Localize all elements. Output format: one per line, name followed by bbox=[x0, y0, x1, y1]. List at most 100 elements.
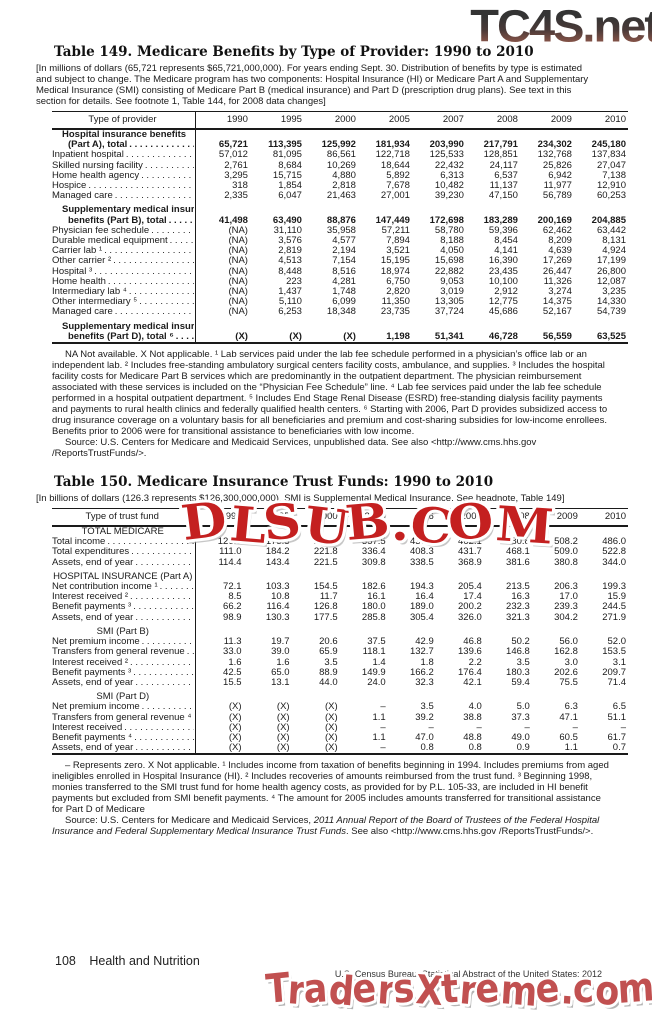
cell-value: 17,199 bbox=[596, 255, 626, 267]
year-column-header: 2008 bbox=[465, 111, 520, 130]
cell-value: 2,335 bbox=[224, 190, 248, 202]
footer-section-title: Health and Nutrition bbox=[89, 954, 200, 968]
cell-value: 4,880 bbox=[332, 169, 356, 181]
cell-value: 37.5 bbox=[367, 636, 386, 648]
cell-value: 61.7 bbox=[607, 731, 627, 743]
cell-value: 13,305 bbox=[434, 296, 464, 308]
cell-value: 508.2 bbox=[554, 536, 578, 548]
cell-value: (NA) bbox=[228, 306, 248, 318]
cell-value: (NA) bbox=[228, 235, 248, 247]
cell-value: 14,330 bbox=[596, 296, 626, 308]
year-column-header: 2007 bbox=[435, 508, 484, 528]
cell-value: 357.5 bbox=[361, 536, 386, 548]
cell-value: 50.2 bbox=[511, 636, 530, 648]
cell-value: 5.0 bbox=[516, 701, 530, 713]
cell-value: (X) bbox=[324, 721, 338, 733]
cell-value: (X) bbox=[276, 721, 290, 733]
cell-value: 88,876 bbox=[326, 214, 356, 226]
table149: Type of provider 1990 1995 2000 2005 2007 2008… bbox=[52, 111, 628, 345]
cell-value: 462.1 bbox=[458, 536, 482, 548]
cell-value: 7,678 bbox=[386, 180, 410, 192]
cell-value: 126.3 bbox=[217, 536, 242, 548]
table-row: Intermediary lab ⁴ (NA) 1,437 1,748 2,820 3,0… bbox=[52, 286, 628, 298]
cell-value: 0.9 bbox=[516, 742, 530, 754]
cell-value: 45,686 bbox=[488, 306, 518, 318]
cell-value: 52,167 bbox=[542, 306, 572, 318]
cell-value: 6,253 bbox=[278, 306, 302, 318]
cell-value: 3.1 bbox=[612, 656, 626, 668]
cell-value: 18,644 bbox=[380, 159, 410, 171]
table149-footnote: NA Not available. X Not applicable. ¹ La… bbox=[52, 349, 608, 438]
row-label: TOTAL MEDICARE bbox=[52, 526, 196, 538]
cell-value: (X) bbox=[276, 711, 290, 723]
cell-value: 143.4 bbox=[265, 556, 290, 568]
cell-value: 15,195 bbox=[380, 255, 410, 267]
cell-value: 35,958 bbox=[326, 224, 356, 236]
cell-value: (X) bbox=[324, 742, 338, 754]
cell-value: 305.4 bbox=[409, 611, 434, 623]
table-row: Total income 126.3 175.3 257.1 357.5 437.0 462… bbox=[52, 536, 628, 548]
cell-value: 7,894 bbox=[386, 235, 410, 247]
cell-value: 56,789 bbox=[542, 190, 572, 202]
cell-value: 3.0 bbox=[564, 656, 578, 668]
cell-value: 23,735 bbox=[380, 306, 410, 318]
cell-value: 3.5 bbox=[420, 701, 434, 713]
cell-value: 42.9 bbox=[415, 636, 434, 648]
table-row: Benefit payments ⁴ (X) (X) (X) 1.1 47.0 48.8 49… bbox=[52, 731, 628, 744]
table-row: Net premium income (X) (X) (X) – 3.5 4.0 5.0 6.3… bbox=[52, 701, 628, 713]
row-label: Assets, end of year bbox=[52, 677, 196, 689]
cell-value: (NA) bbox=[228, 224, 248, 236]
cell-value: 6.3 bbox=[564, 701, 578, 713]
cell-value: 245,180 bbox=[591, 139, 626, 151]
table-row: Hospice 318 1,854 2,818 7,678 10,482 11,137 11,… bbox=[52, 180, 628, 192]
cell-value: 15,715 bbox=[272, 169, 302, 181]
cell-value: 24.0 bbox=[367, 676, 386, 688]
cell-value: 139.6 bbox=[458, 646, 482, 658]
cell-value: 1,437 bbox=[278, 286, 302, 298]
cell-value: – bbox=[428, 721, 434, 733]
cell-value: 2,761 bbox=[224, 159, 248, 171]
cell-value: 153.5 bbox=[602, 646, 626, 658]
cell-value: (X) bbox=[324, 701, 338, 713]
cell-value: 162.8 bbox=[554, 646, 578, 658]
cell-value: 18,974 bbox=[380, 265, 410, 277]
year-column-header: 2005 bbox=[339, 508, 388, 528]
cell-value: (NA) bbox=[228, 255, 248, 267]
row-label: Carrier lab ¹ bbox=[52, 246, 196, 257]
source-text-suffix: . See also <http://www.cms.hhs.gov /Repo… bbox=[345, 826, 594, 838]
cell-value: 59,396 bbox=[488, 224, 518, 236]
cell-value: 6,313 bbox=[440, 169, 464, 181]
cell-value: 39.0 bbox=[271, 646, 290, 658]
spacer-row bbox=[52, 622, 628, 627]
table-row: Managed care 2,335 6,047 21,463 27,001 39,230… bbox=[52, 190, 628, 202]
cell-value: 16.3 bbox=[511, 591, 530, 603]
cell-value: 11.7 bbox=[319, 591, 338, 603]
cell-value: 1.1 bbox=[564, 742, 578, 754]
cell-value: (NA) bbox=[228, 265, 248, 277]
row-label: Inpatient hospital bbox=[52, 150, 196, 161]
cell-value: 17,269 bbox=[542, 255, 572, 267]
cell-value: 23,435 bbox=[488, 265, 518, 277]
cell-value: 8,209 bbox=[548, 235, 572, 247]
table-row: Supplementary medical insurancebenefits … bbox=[52, 321, 628, 344]
cell-value: (X) bbox=[228, 742, 242, 754]
year-column-header: 1990 bbox=[195, 111, 250, 130]
cell-value: 8,131 bbox=[602, 235, 626, 247]
cell-value: 75.5 bbox=[559, 676, 578, 688]
cell-value: 113,395 bbox=[268, 139, 302, 151]
cell-value: 6,537 bbox=[494, 169, 518, 181]
cell-value: 180.0 bbox=[361, 601, 386, 613]
cell-value: 431.7 bbox=[458, 546, 482, 558]
row-label: HOSPITAL INSURANCE (Part A) bbox=[52, 571, 196, 583]
cell-value: 1.4 bbox=[372, 656, 386, 668]
cell-value: 17.4 bbox=[463, 591, 482, 603]
row-label: Interest received bbox=[52, 722, 196, 733]
cell-value: 8.5 bbox=[228, 591, 242, 603]
cell-value: 27,001 bbox=[380, 190, 410, 202]
cell-value: 2.2 bbox=[468, 656, 482, 668]
cell-value: 182.6 bbox=[361, 581, 386, 593]
cell-value: 22,432 bbox=[434, 159, 464, 171]
cell-value: – bbox=[380, 721, 386, 733]
cell-value: 176.4 bbox=[458, 666, 482, 678]
cell-value: 60.5 bbox=[559, 731, 578, 743]
